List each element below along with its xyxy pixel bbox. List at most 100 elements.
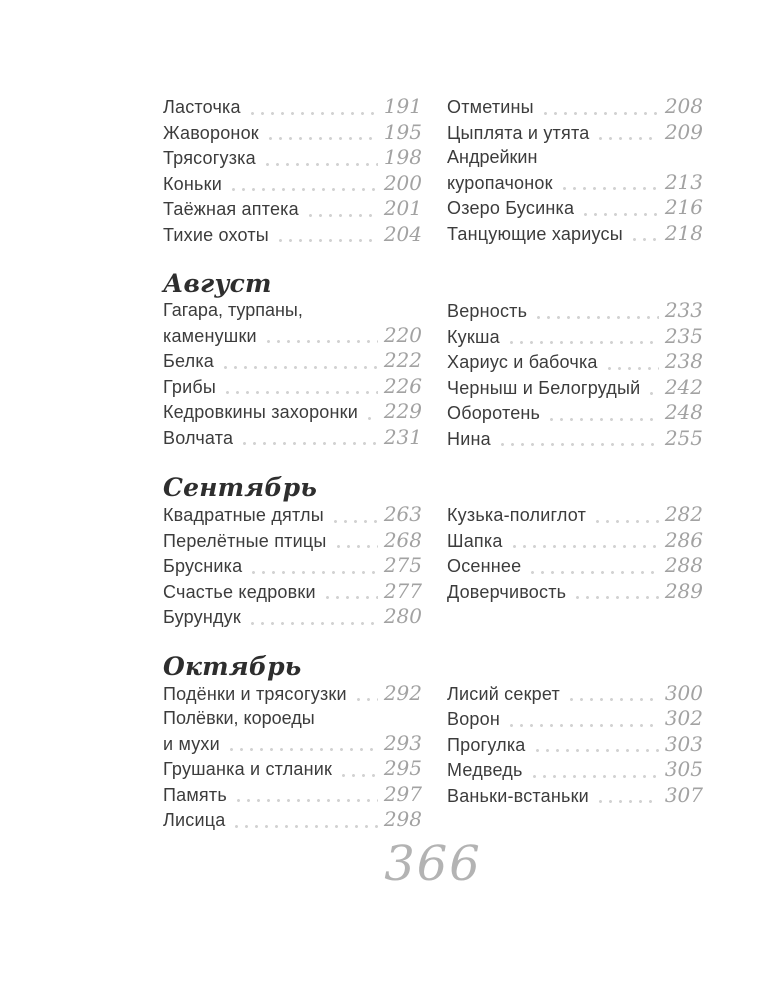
dot-leader bbox=[598, 800, 659, 803]
dot-leader bbox=[367, 416, 378, 420]
toc-page-number: 277 bbox=[383, 578, 422, 603]
toc-entry-line: Счастье кедровки 277 bbox=[163, 579, 422, 605]
toc-entry: Черныш и Белогрудый 242 bbox=[447, 375, 703, 401]
toc-entry: Кедровкины захоронки 229 bbox=[163, 399, 422, 425]
toc-entry: Отметины 208 bbox=[447, 94, 703, 120]
toc-entry: Бурундук 280 bbox=[163, 604, 422, 630]
toc-entry-title: Бурундук bbox=[163, 607, 241, 627]
toc-entry: Тихие охоты 204 bbox=[163, 222, 422, 248]
toc-entry-title: Белка bbox=[163, 351, 215, 371]
toc-entry-line: Нина 255 bbox=[447, 426, 703, 452]
toc-entry: Доверчивость 289 bbox=[447, 579, 703, 605]
toc-entry: Брусника 275 bbox=[163, 553, 422, 579]
toc-page-number: 275 bbox=[383, 553, 422, 577]
toc-entry-line: Бурундук 280 bbox=[163, 604, 422, 630]
toc-entry-line: Шапка 286 bbox=[447, 528, 703, 554]
toc-entry-line: Ласточка 191 bbox=[163, 94, 422, 120]
toc-page-number: 226 bbox=[383, 373, 422, 398]
toc-entry-title: Счастье кедровки bbox=[163, 581, 316, 602]
toc-page-number: 218 bbox=[664, 220, 703, 245]
toc-column-right: Лисий секрет 300 Ворон 302 Прогулка 303 Медвед… bbox=[447, 652, 703, 833]
dot-leader bbox=[250, 621, 378, 625]
toc-entry-line: Кукша 235 bbox=[447, 324, 703, 350]
toc-page-number: 200 bbox=[383, 170, 422, 195]
toc-page-number: 222 bbox=[383, 348, 422, 372]
toc-entry-title: Кукша bbox=[447, 326, 500, 347]
dot-leader bbox=[509, 723, 659, 727]
toc-page-number: 295 bbox=[383, 756, 422, 780]
toc-page-number: 293 bbox=[383, 730, 422, 755]
dot-leader bbox=[576, 596, 659, 599]
dot-leader bbox=[356, 698, 378, 701]
toc-entry-title: Шапка bbox=[447, 530, 503, 551]
toc-entry-line: и мухи 293 bbox=[163, 731, 422, 757]
toc-page-number: 255 bbox=[664, 425, 703, 450]
toc-page-number: 195 bbox=[383, 119, 422, 144]
toc-entry-line: Прогулка 303 bbox=[447, 732, 703, 758]
toc-entry-line: Грушанка и стланик 295 bbox=[163, 756, 422, 782]
toc-entry: Шапка 286 bbox=[447, 528, 703, 554]
toc-entry: Нина 255 bbox=[447, 426, 703, 452]
toc-entry: Медведь 305 bbox=[447, 757, 703, 783]
toc-page-number: 280 bbox=[383, 604, 422, 628]
toc-entry: Коньки 200 bbox=[163, 171, 422, 197]
dot-leader bbox=[596, 519, 659, 523]
toc-page-number: 307 bbox=[664, 782, 703, 807]
dot-leader bbox=[632, 238, 659, 241]
toc-page-number: 220 bbox=[383, 322, 422, 347]
toc-page-number: 303 bbox=[664, 731, 703, 756]
toc-entry: Лисица 298 bbox=[163, 807, 422, 833]
toc-page-number: 235 bbox=[664, 323, 703, 348]
toc-entry: Жаворонок 195 bbox=[163, 120, 422, 146]
toc-entry-line: Брусника 275 bbox=[163, 553, 422, 579]
dot-leader bbox=[512, 545, 659, 548]
toc-entry-line: Черныш и Белогрудый 242 bbox=[447, 375, 703, 401]
toc-entry-line: Хариус и бабочка 238 bbox=[447, 349, 703, 375]
dot-leader bbox=[342, 773, 378, 777]
toc-entry: Хариус и бабочка 238 bbox=[447, 349, 703, 375]
toc-entry-line: Цыплята и утята 209 bbox=[447, 120, 703, 146]
toc-page-number: 216 bbox=[664, 195, 703, 219]
toc-entry-title: Кедровкины захоронки bbox=[163, 402, 358, 422]
toc-entry: Счастье кедровки 277 bbox=[163, 579, 422, 605]
section-heading: Август bbox=[163, 269, 272, 298]
toc-page-number: 208 bbox=[664, 94, 703, 118]
toc-page-number: 286 bbox=[664, 527, 703, 552]
toc-entry: Цыплята и утята 209 bbox=[447, 120, 703, 146]
toc-page-number: 242 bbox=[664, 374, 703, 399]
toc-entry-line: Танцующие хариусы 218 bbox=[447, 221, 703, 247]
dot-leader bbox=[599, 137, 659, 140]
toc-entry-line: Лисица 298 bbox=[163, 807, 422, 833]
toc-entry-title: Волчата bbox=[163, 427, 234, 448]
toc-entry-title: Трясогузка bbox=[163, 148, 256, 168]
toc-column-left: Сентябрь Квадратные дятлы 263 Перелётные пт… bbox=[163, 473, 422, 630]
toc-entry: Квадратные дятлы 263 bbox=[163, 502, 422, 528]
toc-entry-title: Озеро Бусинка bbox=[447, 198, 575, 218]
toc-entry-line: Отметины 208 bbox=[447, 94, 703, 120]
dot-leader bbox=[333, 519, 378, 523]
toc-entry-title: каменушки bbox=[163, 325, 257, 346]
toc-entry: Прогулка 303 bbox=[447, 732, 703, 758]
toc-page-number: 288 bbox=[664, 553, 703, 577]
dot-leader bbox=[537, 315, 659, 319]
toc-entry-title: Черныш и Белогрудый bbox=[447, 377, 641, 398]
toc-entry-line: Перелётные птицы 268 bbox=[163, 528, 422, 554]
toc-entry-title: Жаворонок bbox=[163, 122, 259, 143]
dot-leader bbox=[550, 417, 659, 421]
toc-page-number: 282 bbox=[664, 502, 703, 526]
toc-entry-line: Кузька-полиглот 282 bbox=[447, 502, 703, 528]
toc-entry-line: Верность 233 bbox=[447, 298, 703, 324]
toc-entry-line: каменушки 220 bbox=[163, 323, 422, 349]
dot-leader bbox=[265, 162, 378, 166]
toc-entry-title: Нина bbox=[447, 428, 491, 449]
toc-entry-line: Грибы 226 bbox=[163, 374, 422, 400]
dot-leader bbox=[308, 213, 378, 217]
dot-leader bbox=[325, 596, 378, 599]
toc-entry: Андрейкин куропачонок 213 bbox=[447, 145, 703, 195]
toc-entry-line: Таёжная аптека 201 bbox=[163, 196, 422, 222]
toc-column-left: Ласточка 191 Жаворонок 195 Трясогузка 198 Конь… bbox=[163, 94, 422, 247]
toc-entry-line: Белка 222 bbox=[163, 348, 422, 374]
dot-leader bbox=[500, 443, 659, 446]
toc-entry: Полёвки, короеды и мухи 293 bbox=[163, 706, 422, 756]
toc-entry-line: Оборотень 248 bbox=[447, 400, 703, 426]
